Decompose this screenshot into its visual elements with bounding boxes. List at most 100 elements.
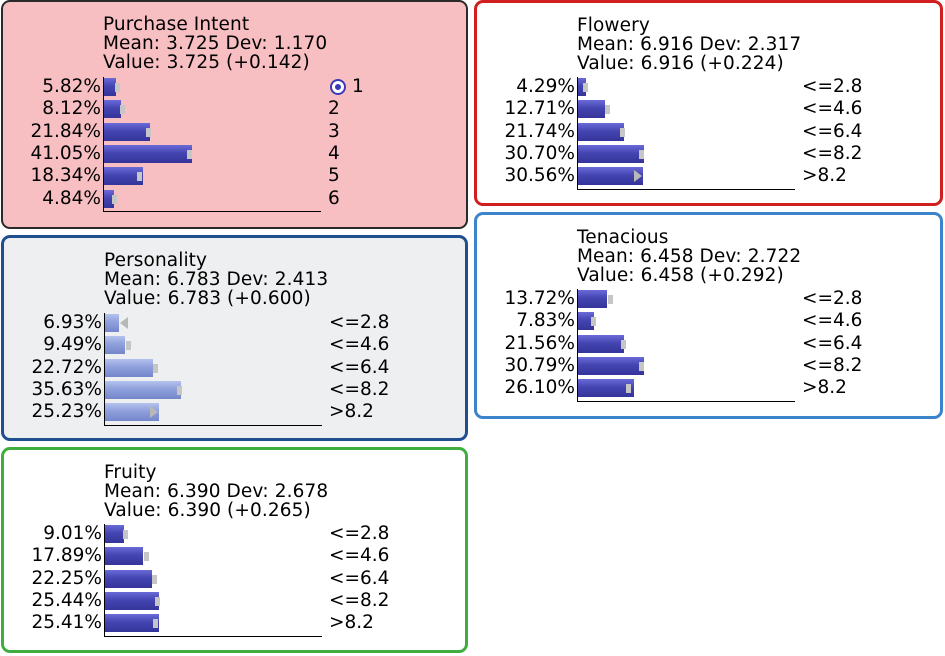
state-probability: 41.05%	[30, 142, 101, 164]
state-row[interactable]: 5.82% 1	[3, 76, 466, 98]
bar-axis-baseline	[577, 400, 795, 402]
bar-axis-vertical	[577, 289, 578, 401]
state-row[interactable]: 22.72% <=6.4	[4, 357, 465, 379]
state-row[interactable]: 12.71% <=4.6	[477, 98, 940, 120]
state-row[interactable]: 8.12% 2	[3, 98, 466, 120]
state-row[interactable]: 21.84% 3	[3, 121, 466, 143]
node-title: Personality	[104, 250, 208, 271]
state-row[interactable]: 25.41% >8.2	[4, 612, 465, 634]
prior-marker	[114, 83, 120, 92]
increase-arrow-icon	[634, 170, 643, 183]
probability-bar-track	[104, 547, 334, 566]
state-row[interactable]: 25.44% <=8.2	[4, 590, 465, 612]
state-row[interactable]: 22.25% <=6.4	[4, 568, 465, 590]
bar-axis-baseline	[104, 424, 322, 426]
node-value: Value: 6.390 (+0.265)	[104, 500, 311, 521]
state-row[interactable]: 30.56% >8.2	[477, 165, 940, 187]
state-row[interactable]: 21.56% <=6.4	[477, 333, 940, 355]
node-title: Flowery	[577, 15, 650, 36]
state-probability: 12.71%	[504, 98, 575, 120]
state-label: 5	[328, 165, 340, 187]
probability-bar	[577, 379, 634, 398]
state-row[interactable]: 17.89% <=4.6	[4, 545, 465, 567]
prior-marker	[153, 363, 159, 373]
state-row[interactable]: 6.93% <=2.8	[4, 312, 465, 334]
state-label: 6	[328, 187, 340, 209]
state-label: <=6.4	[802, 332, 863, 354]
target-icon[interactable]	[330, 79, 346, 95]
probability-bar-track	[103, 167, 333, 186]
prior-marker	[151, 574, 157, 584]
probability-bar-track	[577, 356, 807, 375]
state-probability: 4.84%	[42, 187, 101, 209]
probability-bar-track	[104, 314, 334, 332]
state-row[interactable]: 30.79% <=8.2	[477, 355, 940, 377]
node-value: Value: 6.458 (+0.292)	[577, 265, 784, 286]
node-tenacious[interactable]: Tenacious Mean: 6.458 Dev: 2.722 Value: …	[474, 212, 943, 419]
node-fruity[interactable]: Fruity Mean: 6.390 Dev: 2.678 Value: 6.3…	[1, 447, 468, 653]
prior-marker	[186, 149, 192, 159]
probability-bar	[103, 167, 143, 186]
node-purchase-intent[interactable]: Purchase Intent Mean: 3.725 Dev: 1.170 V…	[1, 0, 468, 229]
state-probability: 30.79%	[504, 354, 575, 376]
prior-marker	[136, 172, 142, 182]
state-probability: 13.72%	[504, 288, 575, 309]
state-row[interactable]: 25.23% >8.2	[4, 401, 465, 423]
probability-bar-track	[104, 591, 334, 610]
bar-axis-vertical	[104, 524, 105, 636]
state-row[interactable]: 4.29% <=2.8	[477, 76, 940, 98]
prior-marker	[153, 619, 159, 629]
state-probability: 25.41%	[31, 612, 102, 634]
state-label: <=2.8	[802, 76, 863, 97]
state-row[interactable]: 18.34% 5	[3, 165, 466, 187]
state-row[interactable]: 41.05% 4	[3, 143, 466, 165]
probability-bar-track	[577, 78, 807, 96]
state-label: >8.2	[802, 377, 847, 399]
node-flowery[interactable]: Flowery Mean: 6.916 Dev: 2.317 Value: 6.…	[474, 0, 943, 206]
state-row[interactable]: 35.63% <=8.2	[4, 379, 465, 401]
state-label: <=4.6	[329, 334, 390, 356]
probability-bar-track	[104, 614, 334, 633]
state-row[interactable]: 13.72% <=2.8	[477, 288, 940, 310]
state-label: <=6.4	[802, 120, 863, 142]
decrease-arrow-icon	[120, 317, 129, 329]
state-row[interactable]: 26.10% >8.2	[477, 377, 940, 399]
state-probability: 25.23%	[31, 401, 102, 423]
state-row[interactable]: 7.83% <=4.6	[477, 310, 940, 332]
state-label: <=4.6	[802, 98, 863, 120]
state-probability: 21.56%	[504, 332, 575, 354]
state-row[interactable]: 30.70% <=8.2	[477, 143, 940, 165]
probability-bar-track	[104, 525, 334, 543]
probability-bar-track	[103, 122, 333, 141]
state-row[interactable]: 4.84% 6	[3, 188, 466, 210]
state-probability: 9.01%	[43, 523, 102, 544]
probability-bar-track	[577, 122, 807, 141]
node-title: Purchase Intent	[103, 14, 250, 35]
prior-marker	[583, 83, 589, 92]
state-row[interactable]: 9.49% <=4.6	[4, 334, 465, 356]
probability-bar	[104, 614, 160, 633]
probability-bar	[104, 358, 154, 377]
probability-bar	[577, 167, 644, 186]
probability-bar-track	[104, 403, 334, 422]
probability-bar	[104, 547, 143, 566]
probability-bar	[103, 144, 193, 163]
probability-bar	[103, 122, 151, 141]
node-mean-dev: Mean: 6.783 Dev: 2.413	[104, 269, 329, 290]
probability-bar-track	[104, 336, 334, 355]
probability-bar	[577, 356, 644, 375]
probability-bar-track	[104, 380, 334, 399]
probability-bar-track	[103, 78, 333, 96]
state-row[interactable]: 9.01% <=2.8	[4, 523, 465, 545]
probability-bar	[577, 100, 605, 119]
state-label: 3	[328, 120, 340, 142]
prior-marker	[620, 339, 626, 349]
probability-bar	[577, 122, 625, 141]
state-probability: 25.44%	[31, 589, 102, 611]
prior-marker	[119, 105, 125, 115]
state-row[interactable]: 21.74% <=6.4	[477, 121, 940, 143]
node-mean-dev: Mean: 6.390 Dev: 2.678	[104, 481, 329, 502]
state-label: >8.2	[329, 612, 374, 634]
probability-bar-track	[103, 100, 333, 119]
node-personality[interactable]: Personality Mean: 6.783 Dev: 2.413 Value…	[1, 235, 468, 441]
